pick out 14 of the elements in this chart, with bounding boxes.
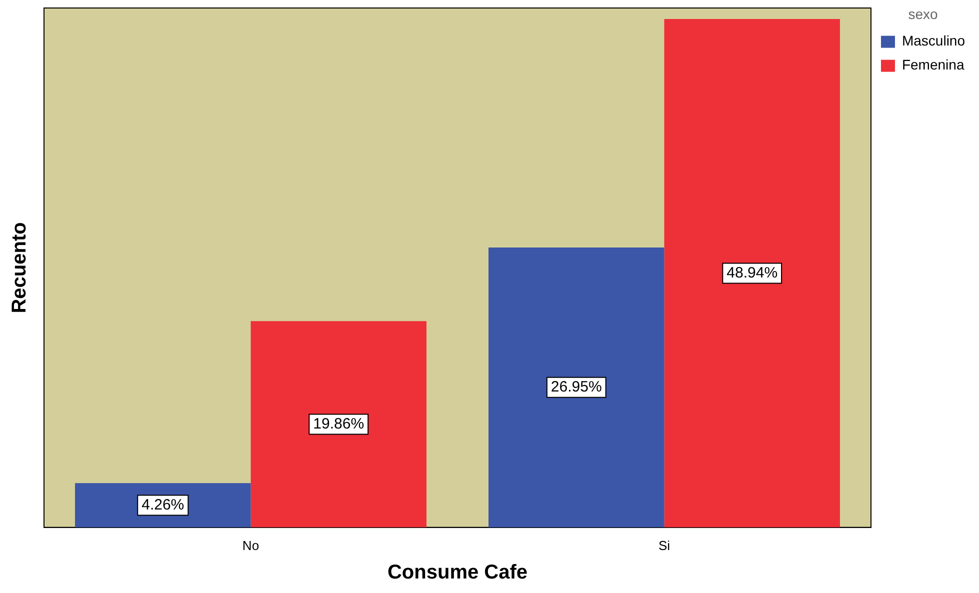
x-axis-title: Consume Cafe bbox=[387, 562, 528, 584]
bar bbox=[488, 247, 664, 528]
data-label: 48.94% bbox=[726, 264, 778, 282]
data-label: 4.26% bbox=[142, 496, 184, 514]
bar bbox=[664, 19, 840, 528]
x-tick-label: Si bbox=[658, 538, 670, 553]
bar bbox=[250, 321, 426, 528]
legend-title: sexo bbox=[908, 6, 938, 22]
legend-label: Femenina bbox=[902, 56, 964, 73]
data-label: 19.86% bbox=[313, 415, 364, 432]
y-axis-title: Recuento bbox=[8, 222, 31, 314]
legend-label: Masculino bbox=[902, 32, 966, 49]
data-label: 26.95% bbox=[550, 378, 602, 396]
x-tick-label: No bbox=[242, 538, 260, 553]
